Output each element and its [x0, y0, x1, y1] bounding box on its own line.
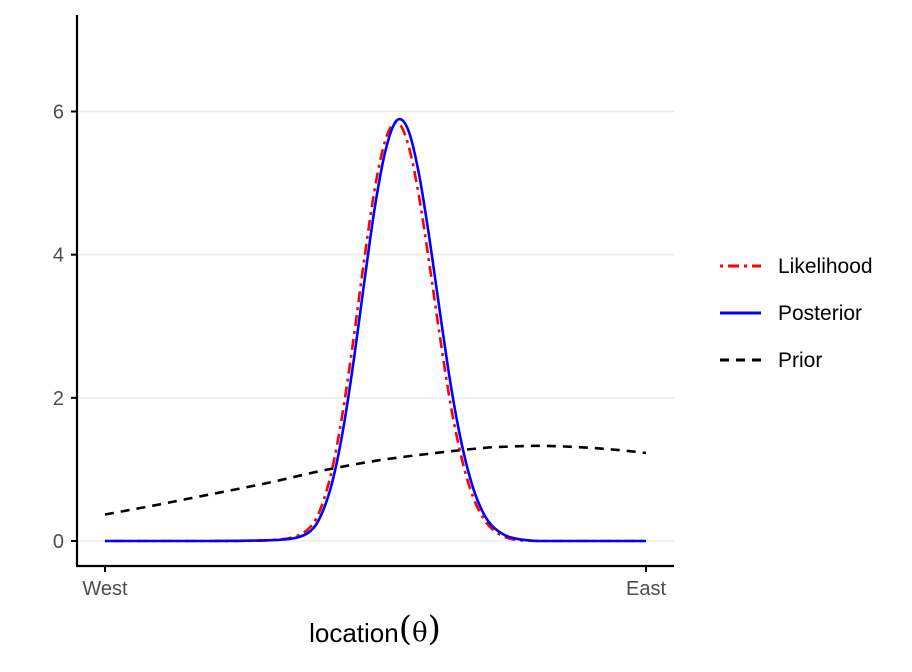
x-tick-label-1: East — [626, 578, 666, 600]
axes — [75, 15, 674, 568]
legend-label-likelihood: Likelihood — [778, 255, 873, 278]
legend-label-prior: Prior — [778, 349, 822, 372]
y-tick-label-0: 0 — [53, 531, 64, 553]
x-axis-title-symbol: θ — [412, 618, 428, 648]
x-tick-label-0: West — [82, 578, 128, 600]
x-axis-title-close-paren: ) — [428, 609, 441, 649]
x-ticks: West East — [82, 566, 666, 600]
x-axis-title: location(θ) — [309, 609, 441, 649]
y-tick-label-3: 6 — [53, 102, 64, 124]
y-tick-label-1: 2 — [53, 388, 64, 410]
legend: Likelihood Posterior Prior — [720, 255, 873, 372]
series-line-likelihood — [104, 120, 646, 543]
x-axis-title-text: location — [309, 618, 399, 648]
legend-label-posterior: Posterior — [778, 302, 862, 325]
x-axis-title-open-paren: ( — [399, 609, 412, 649]
y-tick-label-2: 4 — [53, 245, 64, 267]
y-ticks: 0 2 4 6 — [53, 102, 77, 553]
grid-lines — [77, 110, 674, 542]
series-lines — [104, 117, 647, 543]
series-line-prior — [104, 444, 647, 516]
series-line-posterior — [104, 117, 646, 543]
